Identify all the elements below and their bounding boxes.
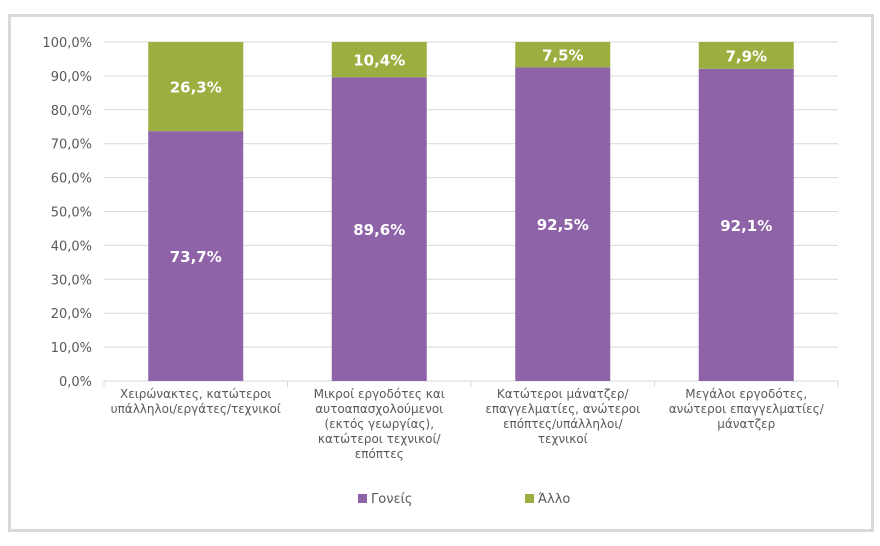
y-tick-label: 100,0% bbox=[42, 36, 92, 51]
data-label: 7,5% bbox=[542, 47, 584, 65]
y-tick-label: 30,0% bbox=[51, 273, 92, 288]
y-tick-label: 10,0% bbox=[51, 341, 92, 356]
x-category-label: επαγγελματίες, ανώτεροι bbox=[485, 402, 640, 416]
x-category-label: υπάλληλοι/εργάτες/τεχνικοί bbox=[111, 402, 281, 416]
legend-swatch bbox=[525, 494, 534, 503]
legend-swatch bbox=[358, 494, 367, 503]
legend-label: Γονείς bbox=[371, 492, 413, 507]
x-category-label: επόπτες/υπάλληλοι/ bbox=[503, 417, 623, 431]
y-tick-label: 90,0% bbox=[51, 70, 92, 85]
x-category-label: τεχνικοί bbox=[538, 432, 588, 446]
x-category-label: Μεγάλοι εργοδότες, bbox=[685, 387, 807, 401]
bar-segment bbox=[698, 42, 794, 69]
y-tick-label: 50,0% bbox=[51, 206, 92, 221]
data-label: 26,3% bbox=[170, 79, 222, 97]
legend-label: Άλλο bbox=[538, 492, 570, 507]
x-category-label: Χειρώνακτες, κατώτεροι bbox=[120, 387, 272, 401]
y-tick-label: 60,0% bbox=[51, 172, 92, 187]
y-tick-label: 40,0% bbox=[51, 239, 92, 254]
bar-segment bbox=[331, 42, 427, 78]
y-tick-label: 80,0% bbox=[51, 104, 92, 119]
bar-segment bbox=[515, 67, 611, 382]
x-category-label: μάνατζερ bbox=[717, 417, 775, 431]
x-category-label: Μικροί εργοδότες και bbox=[314, 387, 445, 401]
x-category-label: (εκτός γεωργίας), bbox=[324, 417, 434, 431]
data-label: 10,4% bbox=[353, 52, 405, 70]
data-label: 92,1% bbox=[720, 217, 772, 235]
bar-segment bbox=[698, 68, 794, 381]
data-label: 92,5% bbox=[537, 216, 589, 234]
bar-segment bbox=[148, 42, 244, 132]
data-label: 7,9% bbox=[725, 47, 767, 65]
x-category-label: αυτοαπασχολούμενοι bbox=[315, 402, 443, 416]
y-tick-label: 20,0% bbox=[51, 307, 92, 322]
bar-segment bbox=[515, 42, 611, 68]
data-label: 89,6% bbox=[353, 221, 405, 239]
data-label: 73,7% bbox=[170, 248, 222, 266]
x-category-label: κατώτεροι τεχνικοί/ bbox=[318, 432, 442, 446]
y-tick-label: 0,0% bbox=[59, 375, 92, 390]
bar-segment bbox=[148, 131, 244, 381]
x-category-label: επόπτες bbox=[355, 447, 404, 461]
x-category-label: Κατώτεροι μάνατζερ/ bbox=[497, 387, 630, 401]
x-category-label: ανώτεροι επαγγελματίες/ bbox=[669, 402, 825, 416]
y-tick-label: 70,0% bbox=[51, 138, 92, 153]
bar-segment bbox=[331, 77, 427, 382]
